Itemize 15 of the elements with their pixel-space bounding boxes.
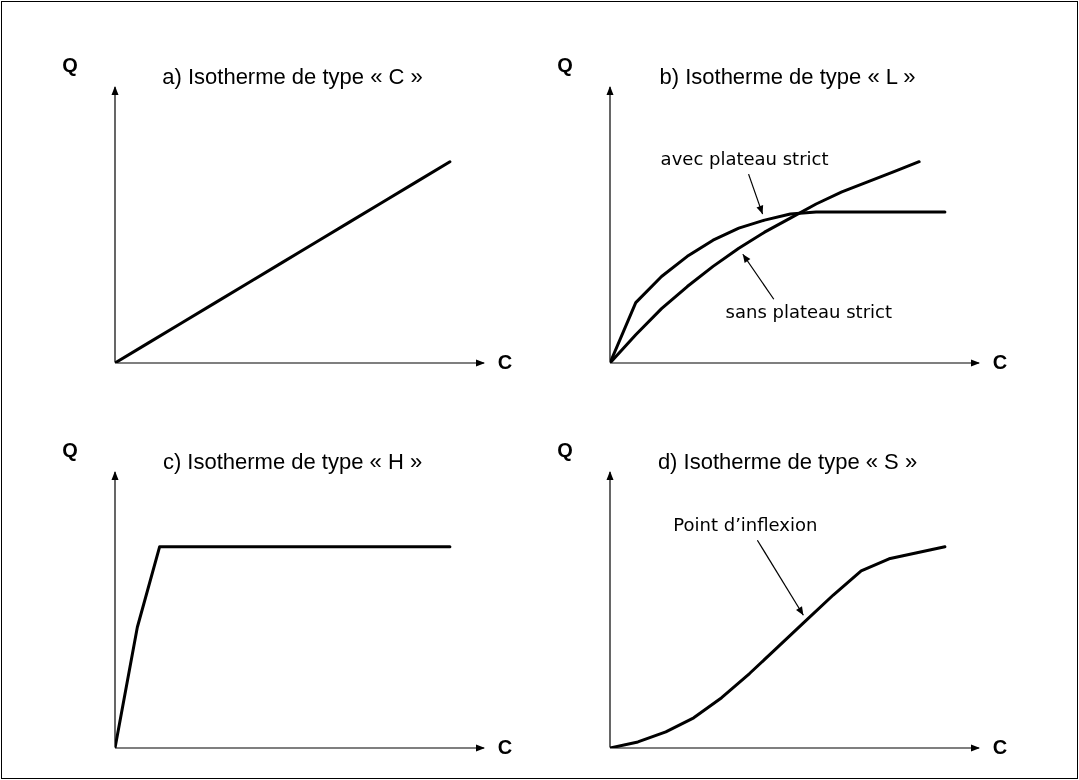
x-axis-title: C <box>497 735 513 758</box>
chart-title: d) Isotherme de type « S » <box>657 449 918 475</box>
y-axis-title: Q <box>557 438 573 461</box>
x-axis-title: C <box>992 735 1008 758</box>
text: Point d’inflexion <box>673 513 818 535</box>
text: avec plateau strict <box>660 147 829 169</box>
y-axis-title: Q <box>557 53 573 76</box>
x-axis-title: C <box>497 350 513 373</box>
chart-title: c) Isotherme de type « H » <box>162 449 423 475</box>
x-axis-title: C <box>992 350 1008 373</box>
y-axis-title: Q <box>62 438 78 461</box>
chart-title: a) Isotherme de type « C » <box>162 64 423 90</box>
chart-title: b) Isotherme de type « L » <box>659 64 916 90</box>
y-axis-title: Q <box>62 53 78 76</box>
series-label: sans plateau strict <box>725 300 893 322</box>
